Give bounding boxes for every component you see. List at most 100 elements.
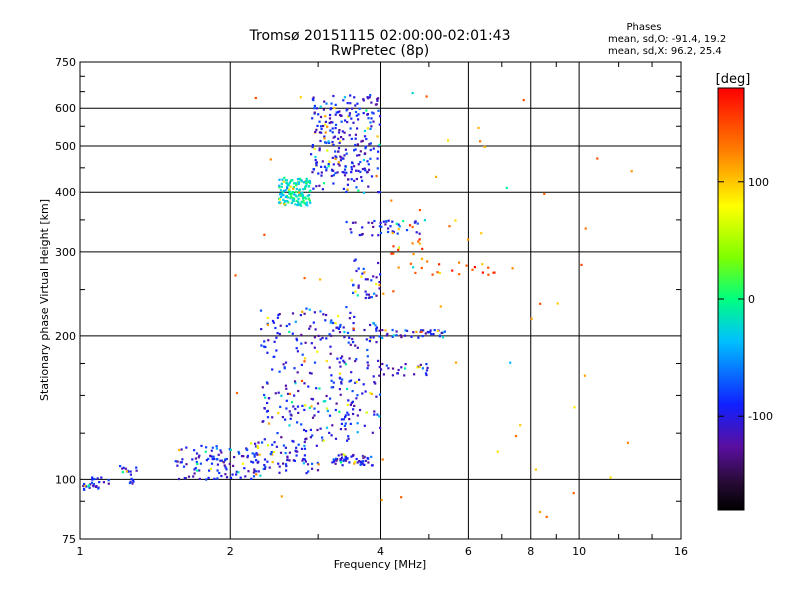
data-point [375, 327, 378, 330]
data-point [355, 169, 358, 172]
data-point [305, 181, 308, 184]
data-point [356, 414, 359, 417]
data-point [301, 192, 304, 195]
data-point [358, 107, 361, 110]
data-point [199, 462, 202, 465]
data-point [354, 381, 357, 384]
data-point [135, 466, 138, 469]
data-point [224, 466, 227, 469]
data-point [297, 200, 300, 203]
data-point [492, 271, 495, 274]
data-point [413, 373, 416, 376]
y-tick-label: 300 [55, 246, 76, 259]
data-point [303, 202, 306, 205]
data-point [370, 117, 373, 120]
data-point [310, 342, 313, 345]
data-point [289, 179, 293, 183]
data-point [256, 445, 259, 448]
data-point [359, 170, 362, 173]
data-point [328, 366, 331, 369]
data-point [349, 94, 352, 97]
data-point [213, 477, 216, 480]
data-point [198, 469, 201, 472]
data-point [343, 336, 346, 339]
data-point [307, 470, 310, 473]
data-point [378, 374, 381, 377]
data-point [322, 182, 326, 185]
data-point [291, 179, 294, 182]
data-point [352, 341, 355, 344]
data-point [427, 331, 430, 334]
x-tick-label: 1 [77, 545, 84, 558]
data-point [263, 438, 266, 441]
data-point [283, 176, 286, 179]
data-point [573, 406, 576, 409]
data-point [322, 313, 325, 316]
data-point [350, 117, 353, 120]
data-point [316, 469, 320, 472]
data-point [362, 159, 365, 162]
data-point [341, 355, 344, 358]
data-point [284, 200, 287, 203]
data-point [301, 201, 304, 204]
data-point [367, 293, 370, 296]
data-point [301, 459, 304, 462]
data-point [389, 225, 392, 228]
data-point [293, 197, 296, 200]
data-point [278, 178, 281, 181]
y-tick-label: 750 [55, 56, 76, 69]
data-point [337, 162, 340, 165]
data-point [304, 186, 307, 189]
data-point [314, 155, 317, 158]
data-point [356, 143, 359, 146]
data-point [213, 457, 216, 461]
data-point [294, 407, 297, 411]
data-point [397, 246, 401, 249]
data-point [276, 332, 279, 335]
data-point [340, 381, 343, 384]
data-point [294, 320, 297, 323]
data-point [405, 229, 409, 232]
data-point [344, 422, 347, 425]
data-point [271, 416, 274, 419]
data-point [277, 391, 280, 394]
data-point [338, 141, 341, 144]
data-point [300, 342, 303, 345]
data-point [352, 291, 355, 294]
data-point [353, 315, 356, 318]
data-point [257, 441, 260, 444]
data-point [193, 468, 196, 471]
data-point [340, 422, 343, 425]
data-point [296, 204, 299, 207]
data-point [339, 159, 342, 162]
data-point [246, 448, 249, 451]
data-point [303, 408, 306, 411]
data-point [340, 382, 343, 385]
data-point [272, 355, 275, 358]
data-point [271, 443, 274, 446]
data-point [384, 329, 387, 332]
data-point [292, 191, 295, 194]
data-point [362, 98, 365, 101]
data-point [332, 182, 335, 185]
data-point [332, 143, 335, 146]
data-point [83, 488, 86, 491]
data-point [308, 406, 311, 409]
data-point [185, 463, 188, 466]
data-point [343, 424, 346, 427]
data-point [319, 427, 322, 430]
data-point [263, 340, 266, 343]
data-point [353, 404, 356, 407]
data-point [304, 404, 307, 407]
data-point [362, 112, 365, 115]
data-point [347, 399, 350, 402]
data-point [408, 224, 412, 227]
data-point [365, 411, 368, 414]
data-point [121, 471, 124, 474]
data-point [348, 380, 351, 383]
data-point [354, 460, 357, 463]
data-point [366, 355, 369, 358]
data-point [372, 225, 375, 228]
data-point [328, 431, 331, 434]
data-point [356, 294, 359, 297]
